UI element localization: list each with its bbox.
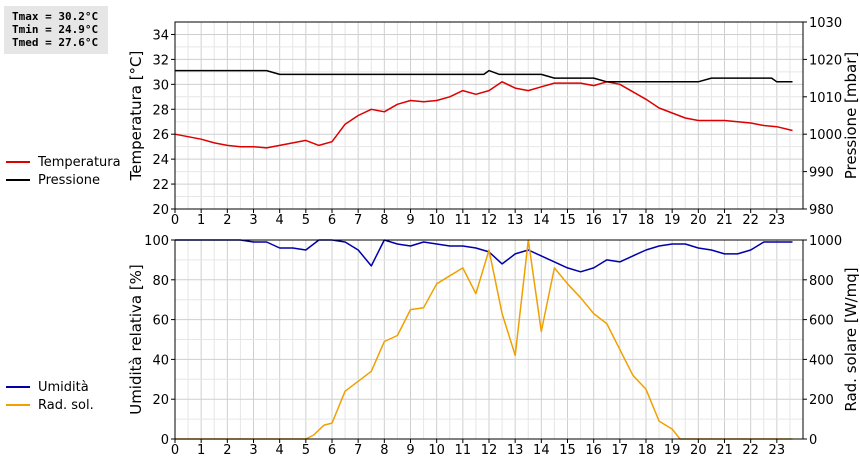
chart2-x-tick-label: 23 (769, 443, 786, 458)
chart2-series-1-line (175, 239, 793, 273)
chart1-x-tick-label: 23 (769, 213, 786, 228)
chart2-left-tick-label: 0 (161, 433, 169, 448)
chart1-left-tick-label: 22 (152, 178, 169, 193)
chart2-left-tick-label: 20 (152, 393, 169, 408)
chart1-series-2-line (175, 69, 793, 83)
chart1-left-tick-label: 34 (152, 28, 169, 43)
tmed-text: Tmed = 27.6°C (12, 36, 99, 49)
chart2-right-tick-label: 800 (809, 274, 834, 289)
tmax-text: Tmax = 30.2°C (12, 10, 99, 23)
chart2-x-tick-label: 5 (302, 443, 310, 458)
chart2-x-tick-label: 4 (276, 443, 284, 458)
chart1-legend-label-1: Temperatura (37, 155, 121, 170)
chart1-x-tick-label: 12 (481, 213, 498, 228)
chart1-right-axis-label: Pressione [mbar] (842, 52, 860, 180)
chart1-group: 0 1 2 3 4 5 6 7 8 9 10 11 12 13 14 15 16 17 18 19 20 21 22 2320… (6, 16, 860, 228)
chart2-group: 0 1 2 3 4 5 6 7 8 9 10 11 12 13 14 15 16 17 18 19 20 21 22 2302… (6, 234, 860, 458)
chart2-x-tick-label: 7 (354, 443, 362, 458)
chart2-legend-label-1: Umidità (38, 380, 89, 395)
chart1-x-tick-label: 21 (716, 213, 733, 228)
chart2-legend-label-2: Rad. sol. (38, 398, 94, 413)
chart2-right-axis-label: Rad. solare [W/mq] (842, 267, 860, 411)
chart1-right-tick-label: 1010 (809, 91, 842, 106)
chart2-x-tick-label: 3 (249, 443, 257, 458)
chart2-right-tick-label: 400 (809, 353, 834, 368)
chart2-x-tick-label: 14 (533, 443, 550, 458)
chart2-x-tick-label: 22 (742, 443, 759, 458)
chart2-x-tick-label: 21 (716, 443, 733, 458)
chart1-legend-label-2: Pressione (38, 173, 100, 188)
chart2-x-tick-label: 10 (428, 443, 445, 458)
chart2-x-tick-label: 8 (380, 443, 388, 458)
chart1-x-tick-label: 7 (354, 213, 362, 228)
chart2-x-tick-label: 6 (328, 443, 336, 458)
chart1-x-tick-label: 19 (664, 213, 681, 228)
chart2-x-tick-label: 12 (481, 443, 498, 458)
chart2-left-tick-label: 40 (152, 353, 169, 368)
chart1-x-tick-label: 4 (276, 213, 284, 228)
chart1-x-tick-label: 5 (302, 213, 310, 228)
chart1-left-tick-label: 32 (152, 53, 169, 68)
tmin-text: Tmin = 24.9°C (12, 23, 99, 36)
chart2-x-tick-label: 17 (612, 443, 629, 458)
chart1-x-tick-label: 9 (406, 213, 414, 228)
chart1-x-tick-label: 8 (380, 213, 388, 228)
chart1-right-tick-label: 990 (809, 166, 834, 181)
stats-box: Tmax = 30.2°C Tmin = 24.9°C Tmed = 27.6°… (4, 6, 108, 54)
chart2-right-tick-label: 200 (809, 393, 834, 408)
chart1-series-1-line (174, 81, 793, 149)
chart1-x-tick-label: 18 (638, 213, 655, 228)
chart2-x-tick-label: 15 (559, 443, 576, 458)
chart1-right-tick-label: 1030 (809, 16, 842, 31)
chart2-right-tick-label: 1000 (809, 234, 842, 249)
chart2-x-tick-label: 9 (406, 443, 414, 458)
chart2-x-tick-label: 20 (690, 443, 707, 458)
chart2-x-tick-label: 2 (223, 443, 231, 458)
chart1-left-tick-label: 26 (152, 128, 169, 143)
chart1-left-axis-label: Temperatura [°C] (127, 51, 145, 182)
chart2-left-tick-label: 60 (152, 314, 169, 329)
chart2-right-tick-label: 600 (809, 314, 834, 329)
chart2-x-tick-label: 18 (638, 443, 655, 458)
chart1-x-tick-label: 0 (171, 213, 179, 228)
chart1-x-tick-label: 10 (428, 213, 445, 228)
chart2-x-tick-label: 16 (585, 443, 602, 458)
chart2-x-tick-label: 19 (664, 443, 681, 458)
chart1-left-tick-label: 28 (152, 103, 169, 118)
chart2-x-tick-label: 1 (197, 443, 205, 458)
chart2-left-axis-label: Umidità relativa [%] (127, 264, 145, 415)
chart2-right-tick-label: 0 (809, 433, 817, 448)
chart1-left-tick-label: 24 (152, 153, 169, 168)
chart1-x-tick-label: 1 (197, 213, 205, 228)
chart1-x-tick-label: 16 (585, 213, 602, 228)
chart1-left-tick-label: 20 (152, 203, 169, 218)
chart2-x-tick-label: 13 (507, 443, 524, 458)
chart1-right-tick-label: 1020 (809, 53, 842, 68)
chart1-x-tick-label: 14 (533, 213, 550, 228)
chart1-x-tick-label: 15 (559, 213, 576, 228)
chart1-right-tick-label: 1000 (809, 128, 842, 143)
chart1-x-tick-label: 22 (742, 213, 759, 228)
chart1-right-tick-label: 980 (809, 203, 834, 218)
chart2-left-tick-label: 80 (152, 274, 169, 289)
chart1-x-tick-label: 13 (507, 213, 524, 228)
chart1-x-tick-label: 20 (690, 213, 707, 228)
chart1-left-tick-label: 30 (152, 78, 169, 93)
chart2-x-tick-label: 0 (171, 443, 179, 458)
chart1-x-tick-label: 17 (612, 213, 629, 228)
chart1-x-tick-label: 11 (455, 213, 472, 228)
chart1-x-tick-label: 6 (328, 213, 336, 228)
chart1-x-tick-label: 3 (249, 213, 257, 228)
chart2-x-tick-label: 11 (455, 443, 472, 458)
chart1-x-tick-label: 2 (223, 213, 231, 228)
chart2-left-tick-label: 100 (144, 234, 169, 249)
